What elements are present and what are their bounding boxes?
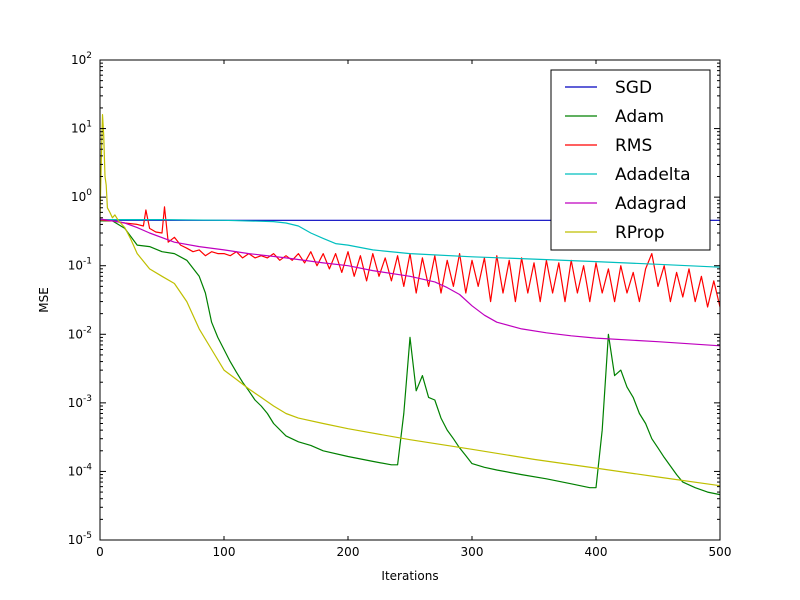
y-tick-exponent: -3 — [83, 394, 92, 404]
x-tick-label: 100 — [213, 545, 236, 559]
plot-frame — [99, 59, 721, 541]
y-tick-exponent: -1 — [83, 257, 92, 267]
y-tick-label: 10-3 — [68, 394, 92, 410]
y-tick-label: 10-5 — [68, 531, 92, 547]
series-layer — [100, 114, 720, 496]
y-tick-label: 102 — [71, 51, 92, 67]
y-tick-label: 100 — [71, 188, 92, 204]
y-tick-label: 10-2 — [68, 325, 92, 341]
y-tick-label: 10-1 — [68, 257, 92, 273]
x-tick-label: 400 — [585, 545, 608, 559]
y-tick-exponent: 1 — [86, 120, 92, 130]
y-tick-exponent: 2 — [86, 51, 92, 61]
legend-label-adagrad: Adagrad — [615, 194, 687, 214]
y-tick-base: 10 — [68, 464, 83, 478]
series-line-adam — [100, 220, 720, 496]
x-tick-label: 200 — [337, 545, 360, 559]
y-tick-base: 10 — [68, 327, 83, 341]
legend-label-rms: RMS — [615, 136, 652, 156]
tick-layer: 0 100 200 300 400 50010-510-410-310-210-11001… — [68, 51, 732, 559]
y-tick-base: 10 — [71, 190, 86, 204]
y-tick-label: 10-4 — [68, 462, 93, 478]
x-tick-label: 300 — [461, 545, 484, 559]
legend-box — [550, 69, 711, 251]
series-line-rprop — [100, 114, 720, 487]
legend-label-rprop: RProp — [615, 223, 665, 243]
legend-label-sgd: SGD — [615, 78, 652, 98]
y-tick-base: 10 — [71, 122, 86, 136]
x-tick-label: 500 — [709, 545, 732, 559]
series-line-rms — [100, 206, 720, 308]
x-axis-label: Iterations — [381, 569, 438, 583]
series-line-adadelta — [100, 219, 720, 268]
y-tick-exponent: -2 — [83, 325, 92, 335]
y-tick-base: 10 — [68, 259, 83, 273]
y-tick-exponent: -5 — [83, 531, 92, 541]
y-tick-exponent: -4 — [83, 462, 92, 472]
legend-label-adadelta: Adadelta — [615, 165, 691, 185]
legend: SGD Adam RMS Adadelta Adagrad RProp — [550, 69, 711, 251]
y-tick-exponent: 0 — [86, 188, 92, 198]
y-axis-label: MSE — [37, 287, 51, 313]
y-tick-base: 10 — [71, 53, 86, 67]
y-tick-label: 101 — [71, 120, 92, 136]
y-tick-base: 10 — [68, 396, 83, 410]
y-tick-base: 10 — [68, 533, 83, 547]
series-line-adagrad — [100, 218, 720, 347]
x-tick-label: 0 — [96, 545, 104, 559]
legend-label-adam: Adam — [615, 107, 664, 127]
